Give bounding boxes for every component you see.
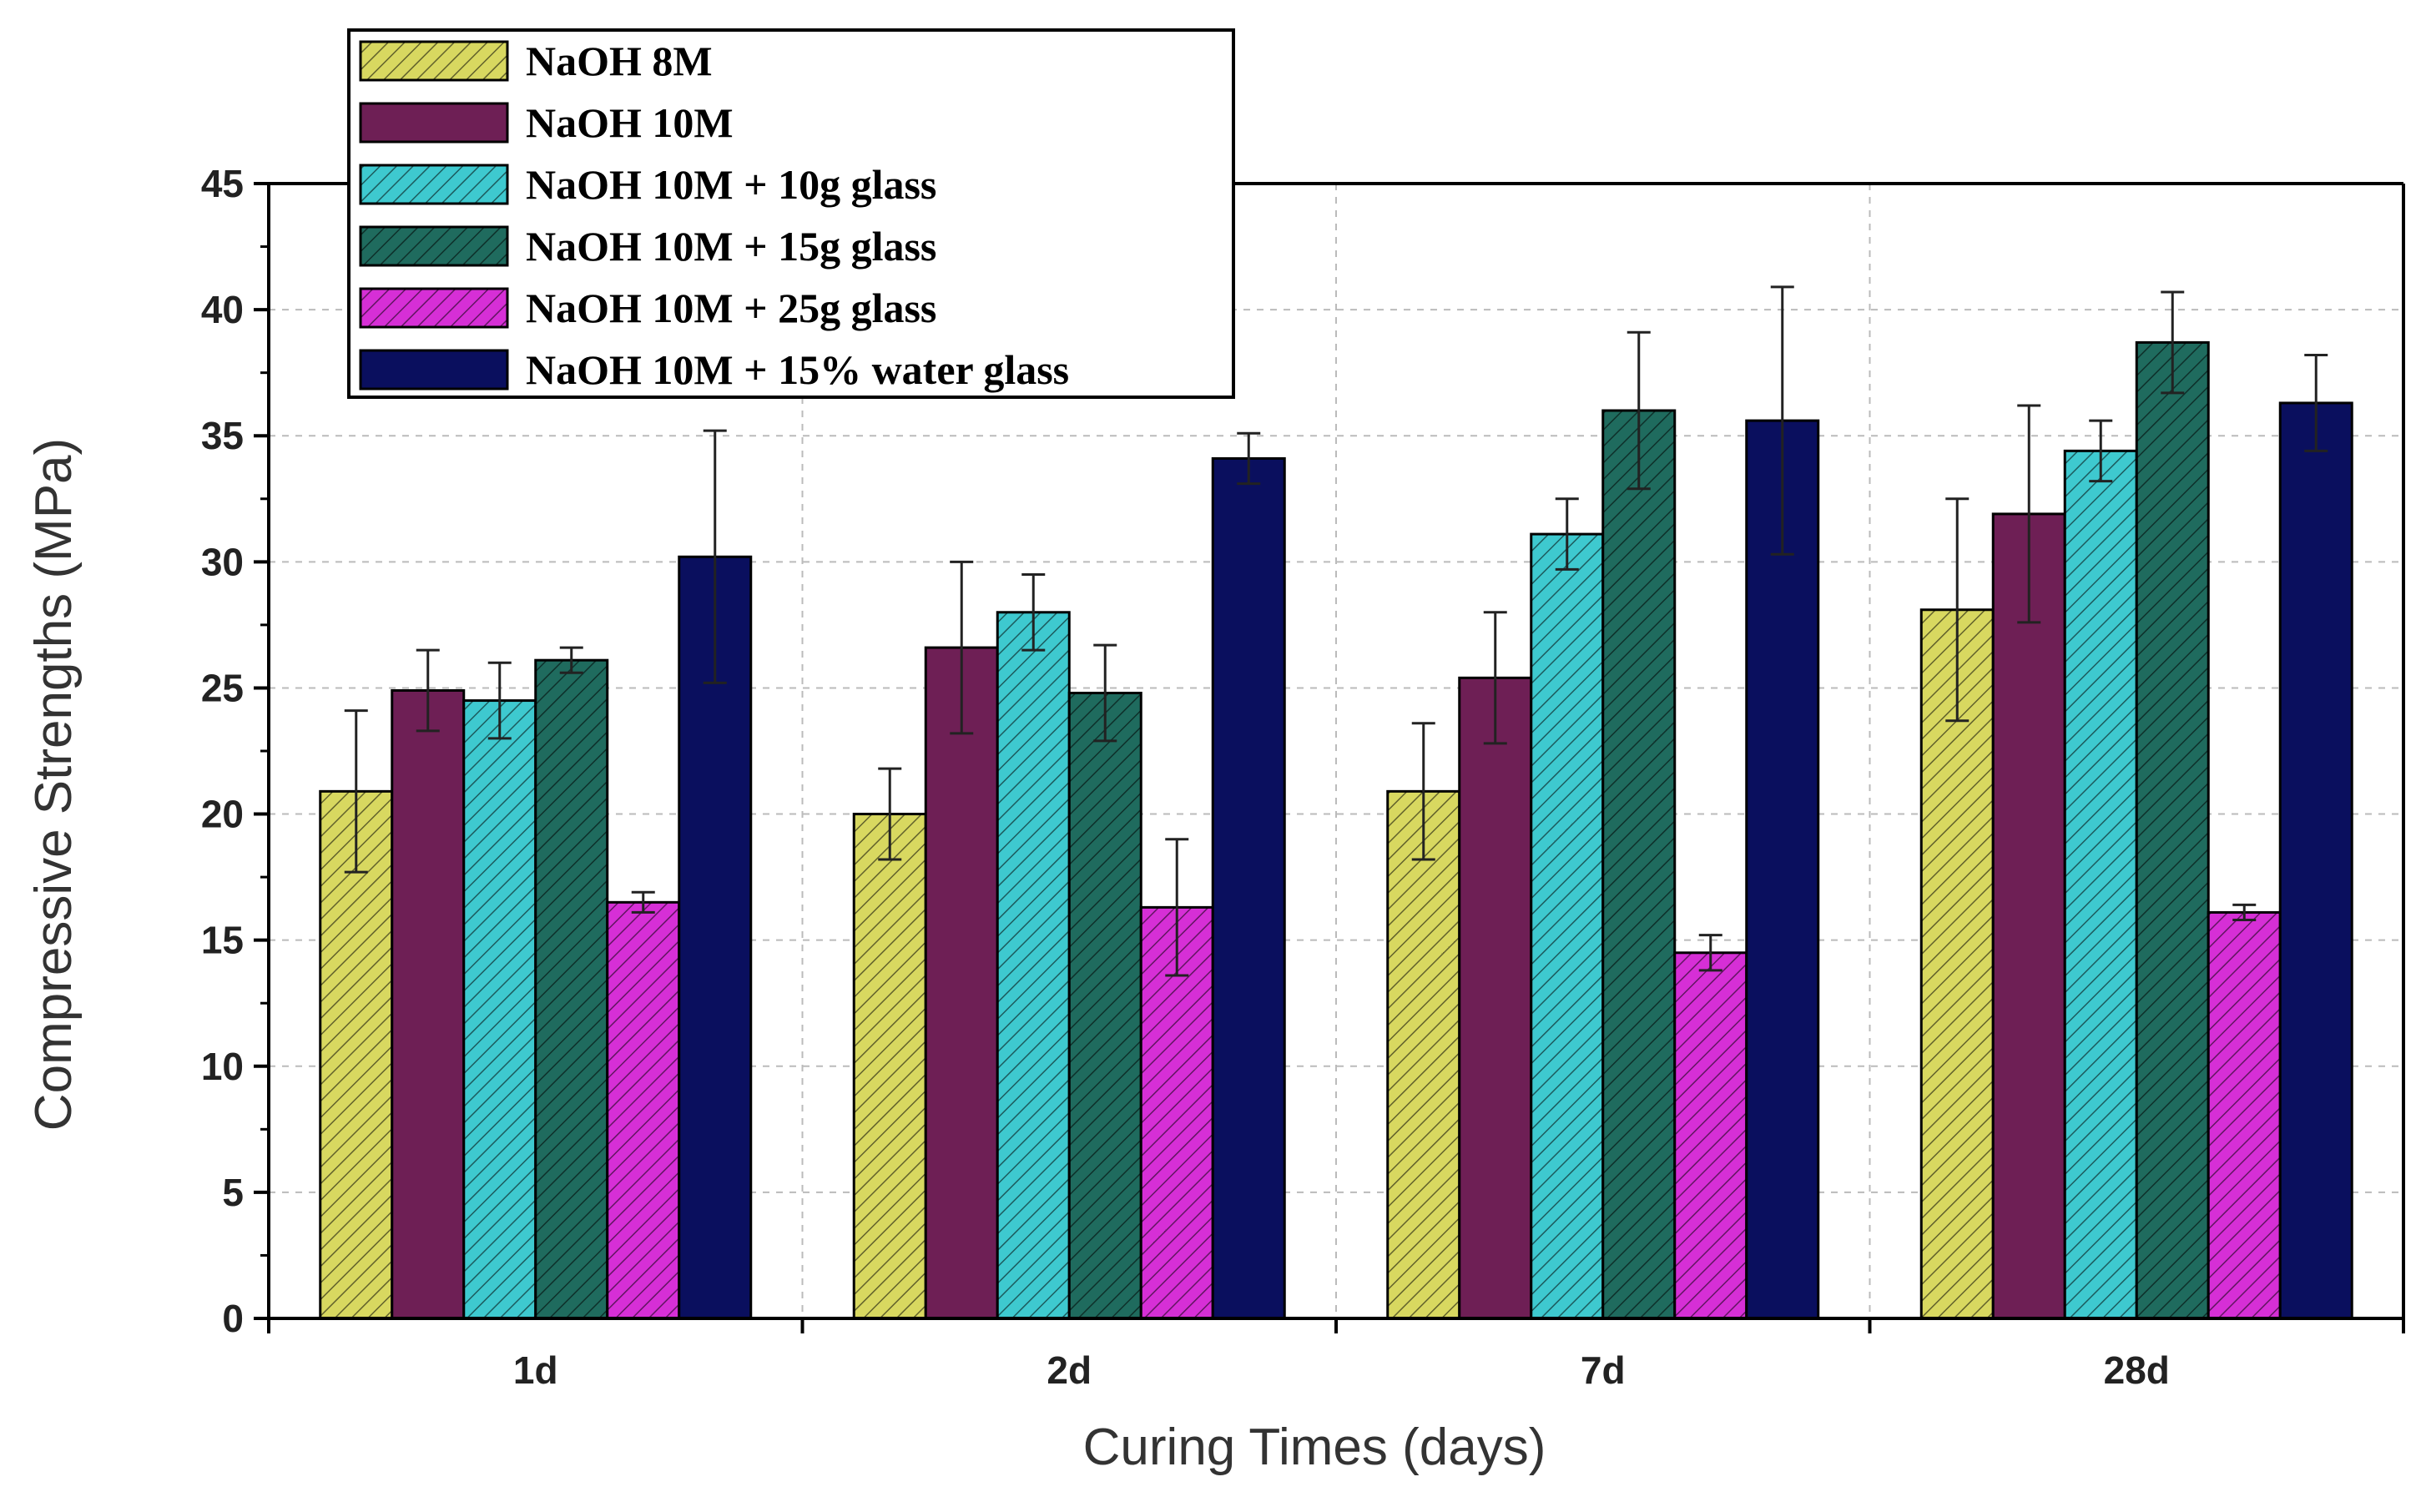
bar-hatch-28d-series-2 [2065,451,2137,1319]
legend-label-4: NaOH 10M + 25g glass [526,285,936,331]
y-tick-label-0: 0 [222,1297,244,1340]
legend-label-0: NaOH 8M [526,38,713,84]
bar-hatch-1d-series-2 [463,700,536,1318]
y-axis-title: Compressive Strengths (MPa) [25,438,83,1131]
y-tick-label-8: 40 [201,288,244,331]
legend: NaOH 8M NaOH 10M NaOH 10M + 10g glass NaOH … [347,28,1235,399]
legend-swatch-5 [359,349,509,391]
bar-hatch-2d-series-0 [854,814,926,1318]
x-tick-label-7d: 7d [1581,1348,1626,1392]
bar-hatch-28d-series-0 [1921,609,1994,1318]
x-axis-title: Curing Times (days) [1083,1419,1546,1476]
legend-swatch-hatch-4 [361,289,507,327]
bar-hatch-28d-series-4 [2208,912,2281,1318]
bar-2d-series-1 [924,646,999,1320]
x-tick-label-1d: 1d [513,1348,558,1392]
legend-label-5: NaOH 10M + 15% water glass [526,346,1069,393]
bar-7d-series-1 [1458,676,1533,1320]
legend-swatch-1 [359,102,509,144]
x-tick-label-28d: 28d [2104,1348,2170,1392]
legend-label-2: NaOH 10M + 10g glass [526,161,936,208]
bar-hatch-7d-series-2 [1531,534,1603,1318]
y-tick-label-1: 5 [222,1171,244,1214]
bar-hatch-28d-series-3 [2136,342,2209,1318]
y-tick-label-2: 10 [201,1045,244,1088]
y-tick-label-4: 20 [201,793,244,836]
y-tick-label-5: 25 [201,666,244,709]
y-tick-label-3: 15 [201,919,244,962]
y-tick-label-6: 30 [201,540,244,583]
legend-swatch-hatch-3 [361,227,507,265]
axes: 0 5 10 15 20 25 30 35 40 45 1d 2d 7d 28d [201,162,2405,1392]
bar-1d-series-1 [391,688,466,1320]
bar-28d-series-1 [1991,512,2066,1320]
legend-box [347,28,1235,399]
legend-label-1: NaOH 10M [526,99,734,146]
error-bars [344,285,2328,977]
y-tick-label-9: 45 [201,162,244,205]
y-tick-label-7: 35 [201,414,244,457]
bar-hatch-1d-series-4 [607,902,679,1318]
bar-hatch-2d-series-3 [1069,693,1142,1318]
bar-hatch-7d-series-4 [1674,952,1747,1318]
bar-hatch-1d-series-0 [320,791,392,1318]
bar-hatch-7d-series-3 [1602,411,1675,1318]
bar-28d-series-5 [2278,401,2353,1320]
bar-hatch-1d-series-3 [535,660,608,1318]
legend-swatch-hatch-2 [361,165,507,204]
x-tick-label-2d: 2d [1047,1348,1092,1392]
legend-label-3: NaOH 10M + 15g glass [526,223,936,270]
bar-hatch-2d-series-2 [997,612,1070,1318]
legend-swatch-hatch-0 [361,42,507,80]
bar-2d-series-5 [1211,456,1286,1320]
bar-hatch-7d-series-0 [1387,791,1460,1318]
